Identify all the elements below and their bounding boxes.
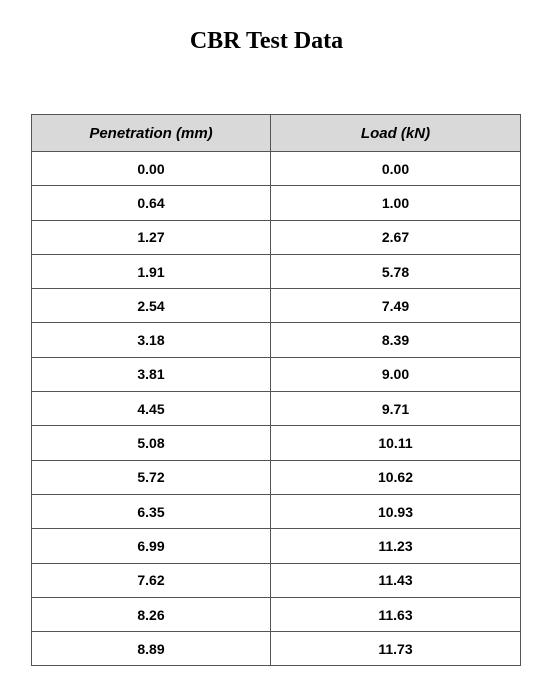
load-cell: 10.62 [270,459,521,495]
penetration-cell: 8.26 [31,596,271,633]
load-cell: 10.93 [270,493,521,530]
penetration-cell: 5.72 [31,459,271,495]
load-cell: 5.78 [270,253,521,290]
cbr-data-table: Penetration (mm) Load (kN) 0.00 0.00 0.6… [31,114,521,667]
penetration-cell: 1.91 [31,253,271,290]
penetration-cell: 7.62 [31,562,271,598]
table-row: 6.35 10.93 [31,493,521,530]
load-cell: 9.71 [270,391,521,427]
table-row: 5.08 10.11 [31,425,521,461]
table-row: 0.64 1.00 [31,185,521,221]
load-cell: 11.23 [270,528,521,564]
penetration-cell: 4.45 [31,391,271,427]
page-title: CBR Test Data [189,28,344,54]
table-row: 3.81 9.00 [31,356,521,393]
load-cell: 11.73 [270,631,521,667]
table-row: 1.27 2.67 [31,219,521,255]
table-row: 4.45 9.71 [31,391,521,427]
penetration-cell: 3.18 [31,322,271,358]
table-row: 7.62 11.43 [31,562,521,598]
column-header-penetration: Penetration (mm) [31,114,271,152]
penetration-cell: 1.27 [31,219,271,255]
load-cell: 8.39 [270,322,521,358]
penetration-cell: 5.08 [31,425,271,461]
load-cell: 1.00 [270,185,521,221]
load-cell: 10.11 [270,425,521,461]
penetration-cell: 6.99 [31,528,271,564]
penetration-cell: 6.35 [31,493,271,530]
table-row: 3.18 8.39 [31,322,521,358]
table-row: 2.54 7.49 [31,288,521,324]
penetration-cell: 8.89 [31,631,271,667]
table-row: 0.00 0.00 [31,150,521,187]
load-cell: 11.63 [270,596,521,633]
table-row: 8.89 11.73 [31,631,521,667]
penetration-cell: 2.54 [31,288,271,324]
load-cell: 2.67 [270,219,521,255]
penetration-cell: 3.81 [31,356,271,393]
penetration-cell: 0.64 [31,185,271,221]
load-cell: 9.00 [270,356,521,393]
load-cell: 7.49 [270,288,521,324]
table-header-row: Penetration (mm) Load (kN) [31,114,521,152]
load-cell: 0.00 [270,150,521,187]
table-row: 5.72 10.62 [31,459,521,495]
table-row: 8.26 11.63 [31,596,521,633]
column-header-load: Load (kN) [270,114,521,152]
load-cell: 11.43 [270,562,521,598]
penetration-cell: 0.00 [31,150,271,187]
table-row: 6.99 11.23 [31,528,521,564]
table-row: 1.91 5.78 [31,253,521,290]
